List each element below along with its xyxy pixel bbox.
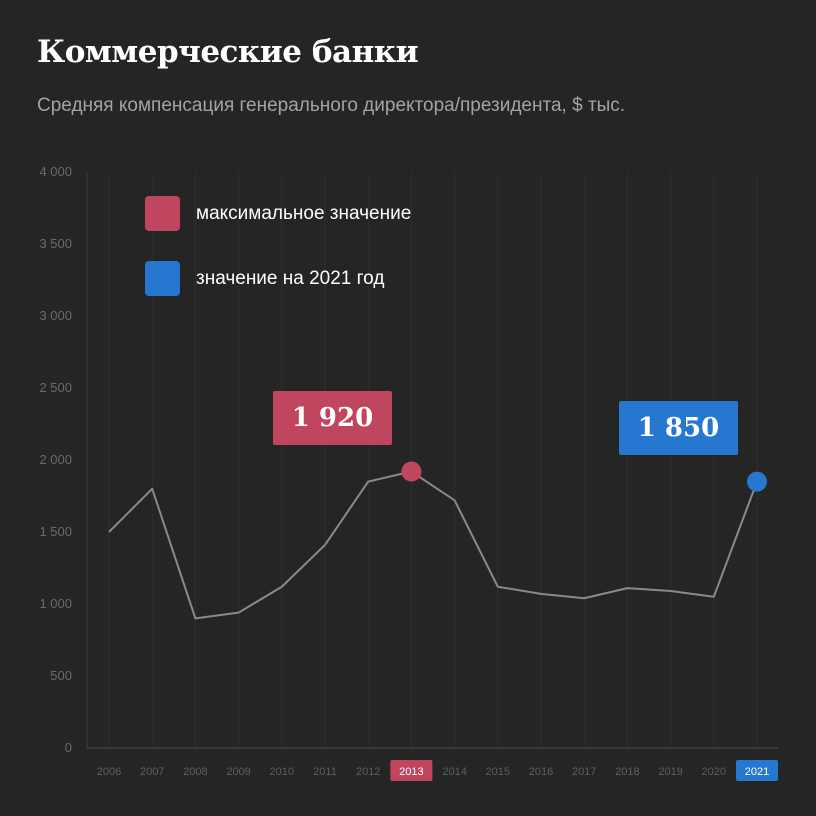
legend-item-max: максимальное значение <box>145 196 411 231</box>
y-tick-label: 2 500 <box>39 380 72 395</box>
x-tick-label: 2020 <box>702 766 726 778</box>
x-tick-label: 2014 <box>442 766 466 778</box>
x-tick-label: 2010 <box>270 766 294 778</box>
y-tick-label: 0 <box>65 740 72 755</box>
x-tick-label: 2013 <box>399 766 423 778</box>
x-tick-label: 2018 <box>615 766 639 778</box>
legend-swatch-max <box>145 196 180 231</box>
legend-item-current: значение на 2021 год <box>145 261 384 296</box>
y-tick-label: 2 000 <box>39 452 72 467</box>
x-tick-label: 2021 <box>745 766 769 778</box>
chart-subtitle: Средняя компенсация генерального директо… <box>37 95 626 116</box>
x-tick-label: 2011 <box>313 766 337 778</box>
current-value-point <box>747 471 767 492</box>
x-tick-label: 2016 <box>529 766 553 778</box>
x-tick-label: 2019 <box>658 766 682 778</box>
y-tick-label: 1 500 <box>39 524 72 539</box>
max-value-point <box>401 461 422 482</box>
max-value-callout: 1 920 <box>273 391 392 445</box>
x-tick-label: 2006 <box>97 766 121 778</box>
x-tick-label: 2012 <box>356 766 380 778</box>
current-value-callout: 1 850 <box>619 401 738 455</box>
x-tick-label: 2009 <box>226 766 250 778</box>
legend-label-current: значение на 2021 год <box>196 267 385 289</box>
y-tick-label: 1 000 <box>39 596 72 611</box>
legend-label-max: максимальное значение <box>196 202 412 224</box>
x-tick-highlight <box>390 760 433 781</box>
y-tick-label: 3 000 <box>39 308 72 323</box>
x-tick-label: 2017 <box>572 766 596 778</box>
chart-title: Коммерческие банки <box>37 34 419 70</box>
x-tick-label: 2008 <box>183 766 207 778</box>
series-line <box>108 470 758 620</box>
x-tick-label: 2015 <box>486 766 510 778</box>
y-tick-label: 500 <box>50 668 72 683</box>
y-tick-label: 3 500 <box>39 236 72 251</box>
x-tick-highlight <box>736 760 778 781</box>
x-tick-label: 2007 <box>140 766 164 778</box>
legend-swatch-current <box>145 261 180 296</box>
y-tick-label: 4 000 <box>39 164 72 179</box>
